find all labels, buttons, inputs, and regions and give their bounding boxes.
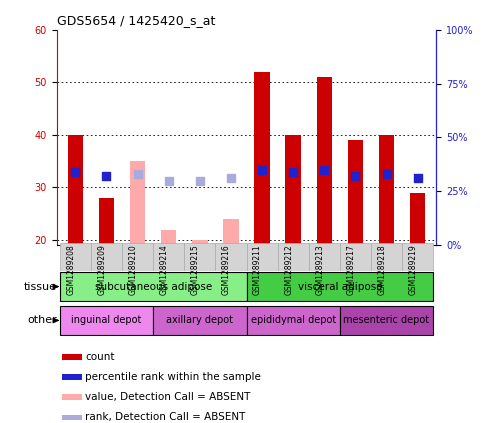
Text: mesenteric depot: mesenteric depot (344, 316, 429, 325)
Bar (348, 140, 363, 245)
Text: GSM1289213: GSM1289213 (316, 244, 324, 295)
Text: GSM1289214: GSM1289214 (160, 244, 169, 295)
Text: GSM1289211: GSM1289211 (253, 244, 262, 295)
Bar (309, 243, 340, 271)
Bar (215, 243, 246, 271)
Point (103, 173, 110, 180)
Text: axillary depot: axillary depot (166, 316, 233, 325)
Text: GDS5654 / 1425420_s_at: GDS5654 / 1425420_s_at (57, 14, 215, 27)
Text: percentile rank within the sample: percentile rank within the sample (85, 372, 261, 382)
Point (289, 169, 297, 176)
Text: inguinal depot: inguinal depot (71, 316, 141, 325)
Bar (60, 272, 246, 301)
Bar (153, 243, 184, 271)
Bar (130, 161, 145, 245)
Bar (62, 395, 82, 400)
Text: GSM1289217: GSM1289217 (347, 244, 355, 295)
Point (71, 169, 79, 176)
Bar (340, 243, 371, 271)
Point (414, 175, 422, 182)
Text: tissue: tissue (24, 282, 57, 291)
Point (196, 177, 204, 184)
Bar (246, 306, 340, 335)
Bar (60, 243, 91, 271)
Bar (60, 306, 153, 335)
Bar (62, 354, 82, 360)
Bar (254, 72, 270, 245)
Point (383, 171, 390, 178)
Bar (246, 243, 278, 271)
Text: GSM1289218: GSM1289218 (378, 244, 387, 295)
Text: GSM1289215: GSM1289215 (191, 244, 200, 295)
Point (134, 171, 141, 178)
Text: GSM1289209: GSM1289209 (98, 244, 106, 296)
Bar (285, 135, 301, 245)
Text: value, Detection Call = ABSENT: value, Detection Call = ABSENT (85, 392, 250, 402)
Bar (223, 219, 239, 245)
Bar (278, 243, 309, 271)
Bar (246, 272, 433, 301)
Bar (99, 198, 114, 245)
Bar (402, 243, 433, 271)
Text: GSM1289216: GSM1289216 (222, 244, 231, 295)
Bar (153, 306, 246, 335)
Bar (62, 415, 82, 420)
Bar (122, 243, 153, 271)
Bar (410, 193, 425, 245)
Text: count: count (85, 352, 114, 362)
Text: GSM1289212: GSM1289212 (284, 244, 293, 295)
Text: subcutaneous adipose: subcutaneous adipose (95, 282, 212, 291)
Point (320, 166, 328, 173)
Bar (371, 243, 402, 271)
Text: visceral adipose: visceral adipose (298, 282, 382, 291)
Text: GSM1289208: GSM1289208 (67, 244, 75, 295)
Bar (192, 240, 208, 245)
Bar (184, 243, 215, 271)
Text: other: other (27, 316, 57, 325)
Bar (161, 230, 176, 245)
Bar (91, 243, 122, 271)
Text: GSM1289219: GSM1289219 (409, 244, 418, 295)
Bar (340, 306, 433, 335)
Point (165, 177, 173, 184)
Bar (68, 135, 83, 245)
Bar (62, 374, 82, 380)
Bar (317, 77, 332, 245)
Point (227, 175, 235, 182)
Text: GSM1289210: GSM1289210 (129, 244, 138, 295)
Text: rank, Detection Call = ABSENT: rank, Detection Call = ABSENT (85, 412, 246, 423)
Point (352, 173, 359, 180)
Text: epididymal depot: epididymal depot (250, 316, 336, 325)
Bar (379, 135, 394, 245)
Point (258, 166, 266, 173)
